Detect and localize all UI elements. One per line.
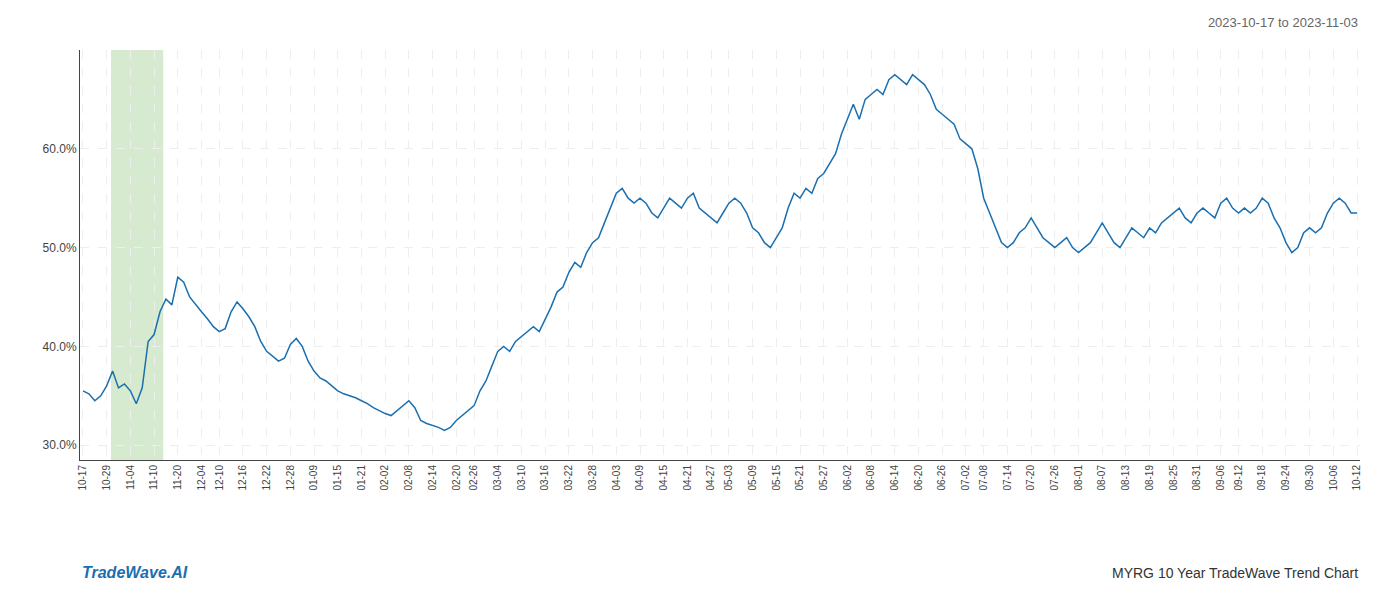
svg-text:12-22: 12-22 [261,465,272,491]
svg-text:11-20: 11-20 [172,465,183,490]
svg-text:09-06: 09-06 [1215,465,1226,491]
svg-text:10-06: 10-06 [1328,465,1339,491]
svg-text:30.0%: 30.0% [43,438,77,452]
svg-text:06-08: 06-08 [865,465,876,491]
svg-text:02-14: 02-14 [427,465,438,491]
svg-text:01-21: 01-21 [356,465,367,491]
svg-text:12-16: 12-16 [237,465,248,491]
svg-text:06-26: 06-26 [936,465,947,491]
svg-text:08-07: 08-07 [1096,465,1107,491]
svg-text:05-03: 05-03 [723,465,734,491]
svg-text:MYRG 10 Year TradeWave Trend C: MYRG 10 Year TradeWave Trend Chart [1112,565,1358,581]
svg-text:09-12: 09-12 [1233,465,1244,491]
svg-text:05-27: 05-27 [818,465,829,491]
svg-text:04-03: 04-03 [611,465,622,491]
svg-text:12-10: 12-10 [214,465,225,491]
svg-text:10-29: 10-29 [101,465,112,491]
svg-text:05-09: 05-09 [747,465,758,491]
svg-text:07-20: 07-20 [1025,465,1036,491]
svg-text:05-21: 05-21 [794,465,805,491]
svg-text:07-08: 07-08 [978,465,989,491]
svg-text:03-16: 03-16 [539,465,550,491]
svg-text:03-10: 03-10 [516,465,527,491]
svg-text:10-17: 10-17 [77,465,88,491]
svg-text:09-30: 09-30 [1304,465,1315,491]
svg-text:08-31: 08-31 [1191,465,1202,491]
svg-text:08-01: 08-01 [1073,465,1084,491]
svg-text:TradeWave.AI: TradeWave.AI [82,564,188,581]
svg-text:2023-10-17 to 2023-11-03: 2023-10-17 to 2023-11-03 [1208,15,1358,30]
svg-text:09-18: 09-18 [1256,465,1267,491]
svg-text:40.0%: 40.0% [43,340,77,354]
svg-text:08-13: 08-13 [1120,465,1131,491]
svg-text:08-25: 08-25 [1168,465,1179,491]
svg-text:60.0%: 60.0% [43,142,77,156]
svg-text:07-02: 07-02 [960,465,971,491]
svg-text:12-28: 12-28 [285,465,296,491]
svg-text:05-15: 05-15 [771,465,782,491]
svg-text:07-14: 07-14 [1002,465,1013,491]
svg-text:07-26: 07-26 [1049,465,1060,491]
svg-text:04-21: 04-21 [682,465,693,491]
svg-text:04-27: 04-27 [705,465,716,491]
svg-text:50.0%: 50.0% [43,241,77,255]
svg-text:06-20: 06-20 [913,465,924,491]
svg-text:08-19: 08-19 [1144,465,1155,491]
svg-text:01-09: 01-09 [308,465,319,491]
svg-text:03-28: 03-28 [587,465,598,491]
svg-text:06-02: 06-02 [842,465,853,491]
svg-text:11-04: 11-04 [125,465,136,490]
svg-text:12-04: 12-04 [196,465,207,491]
svg-text:04-09: 04-09 [634,465,645,491]
svg-text:03-04: 03-04 [492,465,503,491]
svg-text:02-02: 02-02 [379,465,390,491]
svg-text:04-15: 04-15 [658,465,669,491]
svg-text:02-20: 02-20 [451,465,462,491]
svg-text:11-10: 11-10 [148,465,159,490]
svg-text:09-24: 09-24 [1280,465,1291,491]
svg-text:01-15: 01-15 [332,465,343,491]
svg-text:02-26: 02-26 [468,465,479,491]
svg-text:02-08: 02-08 [403,465,414,491]
svg-text:06-14: 06-14 [889,465,900,491]
svg-text:03-22: 03-22 [563,465,574,491]
svg-text:10-12: 10-12 [1351,465,1362,491]
